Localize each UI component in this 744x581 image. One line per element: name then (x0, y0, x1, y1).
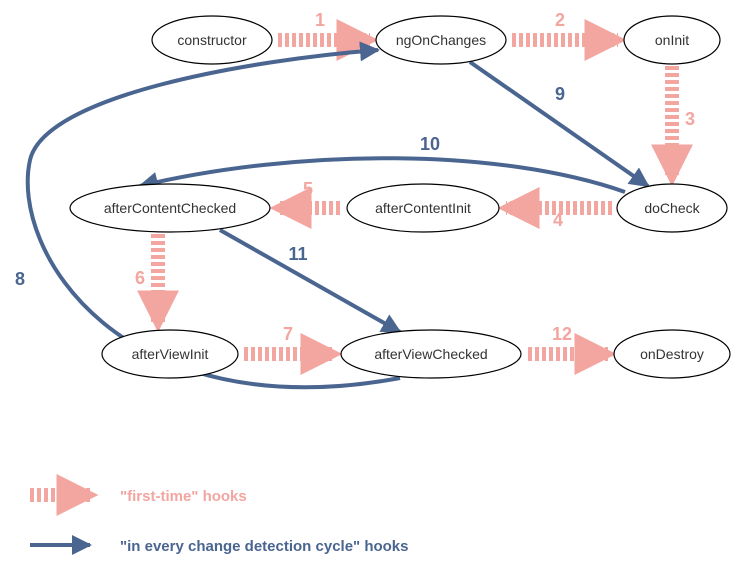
edge-label-e12: 12 (552, 324, 572, 344)
node-constructor: constructor (152, 16, 272, 64)
edge-label-e6: 6 (135, 268, 145, 288)
legend-cycle-label: "in every change detection cycle" hooks (120, 538, 409, 555)
node-afterContentInit: afterContentInit (347, 184, 499, 232)
legend: "first-time" hooks "in every change detec… (30, 488, 409, 555)
node-ngOnChanges: ngOnChanges (376, 16, 506, 64)
edge-label-e5: 5 (303, 179, 313, 199)
node-label-afterContentChecked: afterContentChecked (104, 200, 236, 216)
node-label-ngOnChanges: ngOnChanges (396, 32, 486, 48)
nodes-layer: constructor ngOnChanges onInit doCheck after… (70, 16, 730, 378)
edge-label-e10: 10 (420, 134, 440, 154)
edge-label-e1: 1 (315, 10, 325, 30)
edge-e11 (220, 230, 400, 332)
node-label-onDestroy: onDestroy (640, 346, 704, 362)
edge-e9 (470, 62, 648, 186)
node-onDestroy: onDestroy (614, 330, 730, 378)
lifecycle-diagram: 123456712891011constructorngOnChangesonI… (0, 0, 744, 581)
node-label-afterViewInit: afterViewInit (132, 346, 209, 362)
node-doCheck: doCheck (617, 184, 727, 232)
node-label-afterViewChecked: afterViewChecked (374, 346, 487, 362)
edge-label-e4: 4 (553, 210, 563, 230)
node-afterViewChecked: afterViewChecked (341, 330, 521, 378)
edge-label-e2: 2 (555, 10, 565, 30)
node-label-onInit: onInit (655, 32, 689, 48)
edge-label-e8: 8 (15, 269, 25, 289)
legend-first-label: "first-time" hooks (120, 488, 247, 505)
edge-label-e9: 9 (555, 84, 565, 104)
node-label-doCheck: doCheck (644, 200, 700, 216)
node-afterContentChecked: afterContentChecked (70, 184, 270, 232)
edge-label-e3: 3 (685, 109, 695, 129)
node-onInit: onInit (624, 16, 720, 64)
edge-label-e11: 11 (288, 244, 307, 264)
edge-label-e7: 7 (283, 324, 293, 344)
node-label-constructor: constructor (177, 32, 247, 48)
node-label-afterContentInit: afterContentInit (375, 200, 471, 216)
node-afterViewInit: afterViewInit (102, 330, 238, 378)
